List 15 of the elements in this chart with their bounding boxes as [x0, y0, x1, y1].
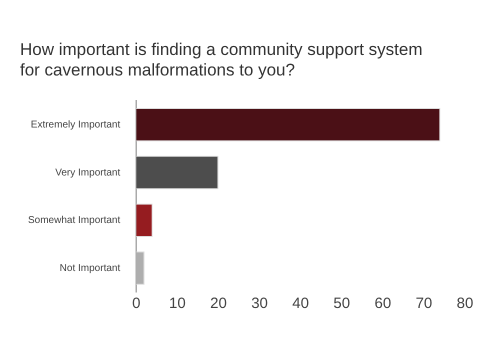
y-tick-label: Not Important [60, 262, 120, 274]
x-tick-label: 0 [132, 295, 140, 312]
x-tick-label: 80 [456, 295, 474, 312]
text: for cavernous malformations to you? [20, 60, 295, 80]
x-tick-label: 30 [251, 295, 268, 312]
x-tick-label: 70 [416, 295, 432, 312]
x-tick-label: 20 [210, 295, 227, 312]
x-tick-label: 40 [292, 295, 309, 312]
text: How important is finding a community support system [20, 40, 422, 59]
y-tick-label: Very Important [55, 167, 120, 178]
x-tick-label: 10 [169, 295, 186, 312]
x-tick-label: 60 [374, 295, 392, 312]
y-tick-label: Extremely Important [30, 119, 120, 130]
x-tick-label: 50 [333, 295, 350, 312]
y-tick-label: Somewhat Important [28, 215, 120, 226]
